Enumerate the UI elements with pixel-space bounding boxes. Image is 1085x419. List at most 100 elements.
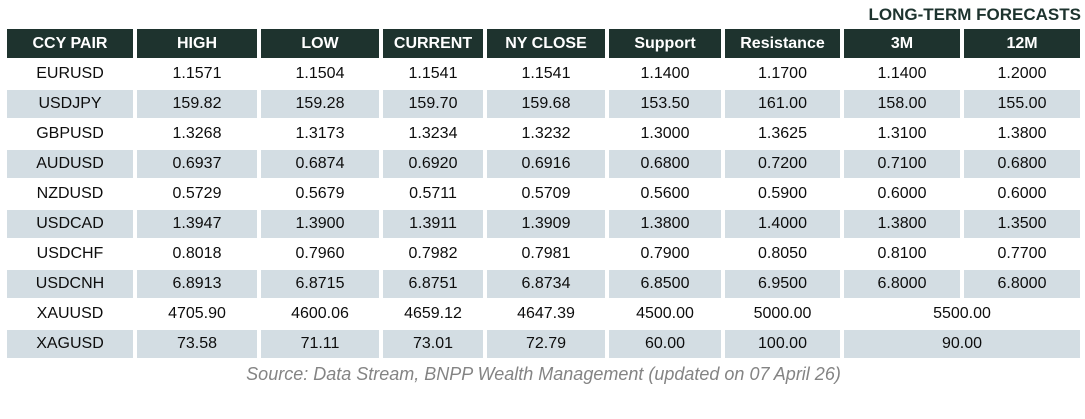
- column-header-3m: 3M: [844, 29, 960, 58]
- source-note: Source: Data Stream, BNPP Wealth Managem…: [246, 364, 841, 384]
- resistance-cell: 0.7200: [725, 150, 840, 178]
- merged-forecast-cell: 90.00: [844, 330, 1080, 358]
- ny-close-cell: 72.79: [487, 330, 605, 358]
- column-header-ny-close: NY CLOSE: [487, 29, 605, 58]
- ny-close-cell: 1.1541: [521, 65, 571, 82]
- column-header-12m: 12M: [964, 29, 1080, 58]
- support-cell: 6.8500: [609, 270, 721, 298]
- 3m-cell: 0.7100: [844, 150, 960, 178]
- 12m-cell: 0.6800: [964, 150, 1080, 178]
- high-cell: 6.8913: [137, 270, 257, 298]
- current-cell: 4659.12: [404, 305, 462, 322]
- column-header-resistance: Resistance: [725, 29, 840, 58]
- high-cell: 73.58: [137, 330, 257, 358]
- low-cell: 0.6874: [261, 150, 379, 178]
- resistance-cell: 0.8050: [758, 245, 807, 262]
- high-cell: 0.8018: [172, 245, 222, 262]
- ccy-pair-cell: NZDUSD: [36, 185, 104, 202]
- high-cell: 0.5729: [172, 185, 222, 202]
- ny-close-cell: 0.5709: [521, 185, 571, 202]
- ny-close-cell: 4647.39: [517, 305, 575, 322]
- 3m-cell: 1.3800: [844, 210, 960, 238]
- support-cell: 0.7900: [640, 245, 690, 262]
- column-header-current: CURRENT: [383, 29, 483, 58]
- ny-close-cell: 0.6916: [487, 150, 605, 178]
- 3m-cell: 1.1400: [877, 65, 927, 82]
- table-row-usdcad: USDCAD 1.3947 1.3900 1.3911 1.3909 1.3800 1.40…: [7, 210, 1080, 238]
- 3m-cell: 0.6000: [877, 185, 927, 202]
- 12m-cell: 6.8000: [964, 270, 1080, 298]
- ny-close-cell: 159.68: [487, 90, 605, 118]
- low-cell: 1.3900: [261, 210, 379, 238]
- table-row-eurusd: EURUSD 1.1571 1.1504 1.1541 1.1541 1.1400 1.17…: [7, 60, 1080, 88]
- table-row-xauusd: XAUUSD 4705.90 4600.06 4659.12 4647.39 4500.0…: [7, 300, 1080, 328]
- resistance-cell: 1.4000: [725, 210, 840, 238]
- resistance-cell: 1.1700: [758, 65, 807, 82]
- support-cell: 1.1400: [640, 65, 690, 82]
- ccy-pair-cell: USDCNH: [7, 270, 133, 298]
- table-header-row: CCY PAIR HIGH LOW CURRENT NY CLOSE Support Res…: [7, 29, 1080, 58]
- low-cell: 71.11: [261, 330, 379, 358]
- ccy-pair-cell: AUDUSD: [7, 150, 133, 178]
- support-cell: 153.50: [609, 90, 721, 118]
- column-header-support: Support: [609, 29, 721, 58]
- support-cell: 1.3000: [640, 125, 690, 142]
- ny-close-cell: 6.8734: [487, 270, 605, 298]
- 3m-cell: 158.00: [844, 90, 960, 118]
- merged-forecast-cell: 5500.00: [933, 305, 991, 322]
- ccy-pair-cell: USDCAD: [7, 210, 133, 238]
- 12m-cell: 0.7700: [997, 245, 1047, 262]
- ccy-pair-cell: XAUUSD: [36, 305, 104, 322]
- support-cell: 1.3800: [609, 210, 721, 238]
- current-cell: 73.01: [383, 330, 483, 358]
- support-cell: 0.6800: [609, 150, 721, 178]
- ccy-pair-cell: GBPUSD: [36, 125, 104, 142]
- resistance-cell: 161.00: [725, 90, 840, 118]
- high-cell: 159.82: [137, 90, 257, 118]
- ccy-pair-cell: USDJPY: [7, 90, 133, 118]
- table-row-usdjpy: USDJPY 159.82 159.28 159.70 159.68 153.50 161.…: [7, 90, 1080, 118]
- support-cell: 60.00: [609, 330, 721, 358]
- table-row-audusd: AUDUSD 0.6937 0.6874 0.6920 0.6916 0.6800 0.72…: [7, 150, 1080, 178]
- support-cell: 0.5600: [640, 185, 690, 202]
- table-row-usdchf: USDCHF 0.8018 0.7960 0.7982 0.7981 0.7900 0.80…: [7, 240, 1080, 268]
- resistance-cell: 1.3625: [758, 125, 807, 142]
- low-cell: 4600.06: [291, 305, 349, 322]
- table-row-nzdusd: NZDUSD 0.5729 0.5679 0.5711 0.5709 0.5600 0.59…: [7, 180, 1080, 208]
- table-row-usdcnh: USDCNH 6.8913 6.8715 6.8751 6.8734 6.8500 6.95…: [7, 270, 1080, 298]
- 12m-cell: 0.6000: [997, 185, 1047, 202]
- 3m-cell: 1.3100: [877, 125, 927, 142]
- high-cell: 1.3268: [172, 125, 222, 142]
- 3m-cell: 0.8100: [877, 245, 927, 262]
- long-term-forecasts-label: LONG-TERM FORECASTS: [868, 5, 1082, 24]
- ccy-pair-cell: XAGUSD: [7, 330, 133, 358]
- 3m-cell: 6.8000: [844, 270, 960, 298]
- 12m-cell: 1.3800: [997, 125, 1047, 142]
- column-header-high: HIGH: [137, 29, 257, 58]
- high-cell: 4705.90: [168, 305, 226, 322]
- 12m-cell: 1.2000: [997, 65, 1047, 82]
- support-cell: 4500.00: [636, 305, 694, 322]
- low-cell: 1.3173: [295, 125, 345, 142]
- 12m-cell: 155.00: [964, 90, 1080, 118]
- 12m-cell: 1.3500: [964, 210, 1080, 238]
- low-cell: 1.1504: [295, 65, 345, 82]
- ccy-pair-cell: EURUSD: [36, 65, 104, 82]
- ny-close-cell: 1.3909: [487, 210, 605, 238]
- low-cell: 0.7960: [295, 245, 345, 262]
- current-cell: 1.3234: [408, 125, 458, 142]
- low-cell: 0.5679: [295, 185, 345, 202]
- current-cell: 1.3911: [383, 210, 483, 238]
- column-header-low: LOW: [261, 29, 379, 58]
- ny-close-cell: 0.7981: [521, 245, 571, 262]
- fx-forecast-table: CCY PAIR HIGH LOW CURRENT NY CLOSE Support Res…: [3, 27, 1084, 360]
- resistance-cell: 5000.00: [753, 305, 812, 322]
- high-cell: 0.6937: [137, 150, 257, 178]
- current-cell: 0.6920: [383, 150, 483, 178]
- low-cell: 6.8715: [261, 270, 379, 298]
- resistance-cell: 0.5900: [758, 185, 807, 202]
- ny-close-cell: 1.3232: [521, 125, 571, 142]
- table-row-gbpusd: GBPUSD 1.3268 1.3173 1.3234 1.3232 1.3000 1.36…: [7, 120, 1080, 148]
- low-cell: 159.28: [261, 90, 379, 118]
